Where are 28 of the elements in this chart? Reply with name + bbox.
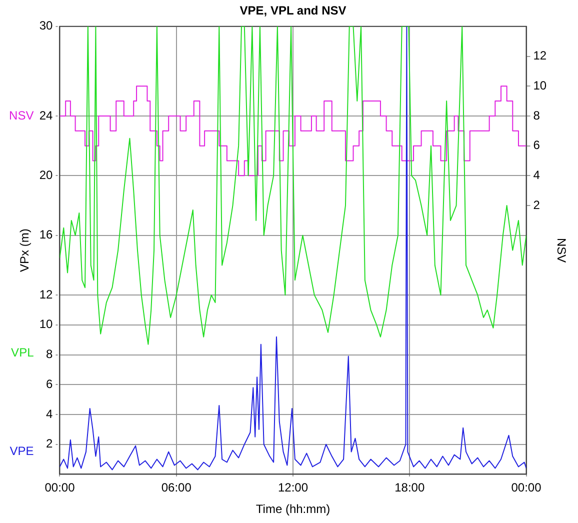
y2-tick-label: 12: [533, 48, 547, 63]
y-tick-label: 6: [46, 376, 54, 391]
y-tick-label: 20: [39, 168, 54, 182]
y2-tick-label: 4: [533, 168, 540, 182]
x-axis-title: Time (hh:mm): [256, 502, 330, 516]
x-tick-label: 00:00: [44, 480, 76, 495]
y-tick-label: 4: [46, 406, 54, 421]
x-tick-label: 18:00: [394, 480, 425, 495]
y2-tick-label: 10: [533, 78, 547, 92]
text: NSV: [9, 108, 34, 122]
text: VPE: [10, 444, 34, 458]
chart-title: VPE, VPL and NSV: [240, 4, 346, 18]
y-tick-label: 8: [46, 347, 54, 362]
x-tick-label: 12:00: [278, 480, 308, 495]
y-tick-label: 2: [46, 436, 54, 451]
y2-axis-title: NSV: [554, 238, 568, 263]
y2-tick-label: 2: [533, 198, 540, 212]
y-tick-label: 16: [39, 228, 54, 242]
y-tick-label: 12: [39, 287, 54, 302]
y-tick-label: 10: [39, 317, 54, 332]
y-axis-title: VPx (m): [18, 228, 32, 272]
y-tick-label: 24: [39, 108, 54, 122]
y-tick-label: 30: [39, 18, 54, 33]
text: VPL: [11, 346, 34, 360]
x-tick-label: 00:00: [511, 480, 542, 495]
y2-tick-label: 6: [533, 138, 540, 152]
x-tick-label: 06:00: [161, 480, 192, 495]
y2-tick-label: 8: [533, 108, 540, 122]
